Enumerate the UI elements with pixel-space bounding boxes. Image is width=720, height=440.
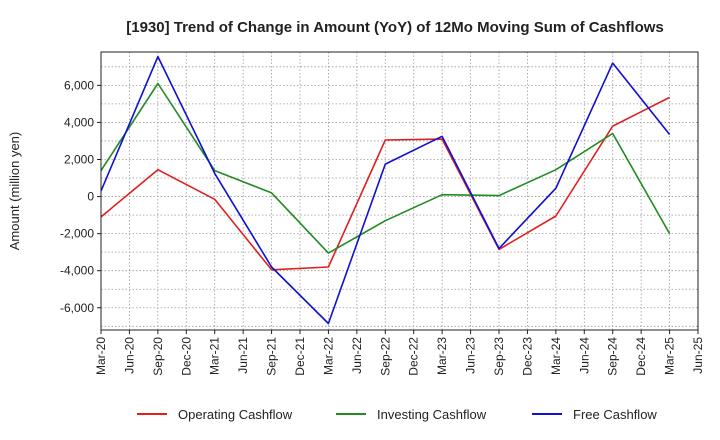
legend-label-operating-cashflow: Operating Cashflow xyxy=(178,407,293,422)
y-tick-label: 0 xyxy=(87,190,94,204)
x-tick-label: Jun-25 xyxy=(691,337,705,374)
legend: Operating Cashflow Investing Cashflow Free… xyxy=(137,407,657,422)
x-tick-label: Dec-22 xyxy=(407,337,421,376)
series-line-operating-cashflow xyxy=(100,96,670,271)
x-tick-label: Sep-22 xyxy=(378,337,392,376)
x-tick-label: Mar-20 xyxy=(94,337,108,375)
x-tick-label: Sep-24 xyxy=(606,337,620,376)
x-tick-label: Jun-22 xyxy=(350,337,364,374)
legend-label-investing-cashflow: Investing Cashflow xyxy=(377,407,487,422)
y-tick-label: 4,000 xyxy=(64,115,94,129)
plot-frame xyxy=(100,51,699,331)
grid xyxy=(100,52,699,330)
x-tick-label: Mar-21 xyxy=(208,337,222,375)
x-tick-label: Mar-23 xyxy=(435,337,449,375)
x-tick-label: Dec-20 xyxy=(179,337,193,376)
series-lines xyxy=(100,55,671,325)
y-tick-label: -4,000 xyxy=(60,264,94,278)
x-axis-ticks: Mar-20 Jun-20 Sep-20 Dec-20 Mar-21 Jun-21 Sep-… xyxy=(94,330,705,376)
x-tick-label: Jun-20 xyxy=(122,337,136,374)
x-tick-label: Mar-24 xyxy=(549,337,563,375)
x-tick-label: Dec-24 xyxy=(634,337,648,376)
x-tick-label: Sep-21 xyxy=(265,337,279,376)
legend-label-free-cashflow: Free Cashflow xyxy=(573,407,657,422)
x-tick-label: Jun-21 xyxy=(236,337,250,374)
x-tick-label: Sep-20 xyxy=(151,337,165,376)
y-tick-label: 2,000 xyxy=(64,152,94,166)
y-axis-label: Amount (million yen) xyxy=(7,132,22,251)
x-tick-label: Dec-21 xyxy=(293,337,307,376)
x-tick-label: Mar-25 xyxy=(663,337,677,375)
y-tick-label: -2,000 xyxy=(60,227,94,241)
x-tick-label: Jun-23 xyxy=(464,337,478,374)
x-tick-label: Dec-23 xyxy=(520,337,534,376)
series-line-investing-cashflow xyxy=(100,82,671,254)
y-tick-label: 6,000 xyxy=(64,78,94,92)
x-tick-label: Jun-24 xyxy=(577,337,591,374)
y-tick-label: -6,000 xyxy=(60,301,94,315)
series-line-free-cashflow xyxy=(100,55,671,325)
x-tick-label: Mar-22 xyxy=(321,337,335,375)
y-axis-ticks: -6,000 -4,000 -2,000 0 2,000 4,000 6,000 xyxy=(60,78,101,315)
chart-title: [1930] Trend of Change in Amount (YoY) o… xyxy=(126,19,664,36)
x-tick-label: Sep-23 xyxy=(492,337,506,376)
